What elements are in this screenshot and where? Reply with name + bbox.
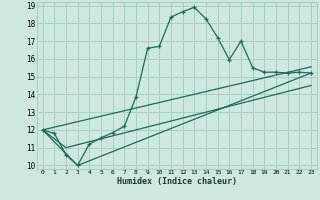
X-axis label: Humidex (Indice chaleur): Humidex (Indice chaleur) xyxy=(117,177,237,186)
